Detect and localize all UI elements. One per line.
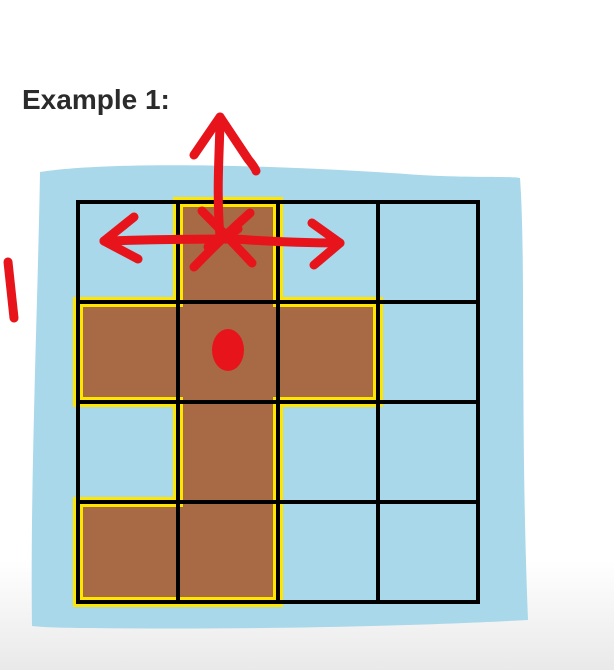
cell-land-1-0	[78, 302, 178, 402]
cell-land-0-1	[178, 202, 278, 302]
arrow-right-head	[307, 218, 345, 270]
arrow-left-head	[99, 212, 143, 264]
hand-drawn-annotations	[3, 112, 345, 371]
grid-lines	[76, 200, 480, 604]
cell-water-2-2	[278, 402, 378, 502]
arrow-up-head	[189, 112, 261, 176]
cell-water-1-3	[378, 302, 478, 402]
cell-land-3-1	[178, 502, 278, 602]
grid-cells	[78, 202, 478, 602]
example-title: Example 1:	[22, 84, 170, 115]
cell-land-1-2	[278, 302, 378, 402]
cell-land-2-1	[178, 402, 278, 502]
cell-water-3-2	[278, 502, 378, 602]
cell-water-2-3	[378, 402, 478, 502]
visited-dot	[212, 329, 244, 371]
cell-water-2-0	[78, 402, 178, 502]
arrow-up-shaft	[213, 112, 225, 242]
cell-land-3-0	[78, 502, 178, 602]
arrow-right-shaft	[231, 234, 345, 248]
cell-water-0-3	[378, 202, 478, 302]
arrow-left-shaft	[99, 234, 241, 246]
margin-mark	[3, 257, 19, 323]
cell-water-3-3	[378, 502, 478, 602]
